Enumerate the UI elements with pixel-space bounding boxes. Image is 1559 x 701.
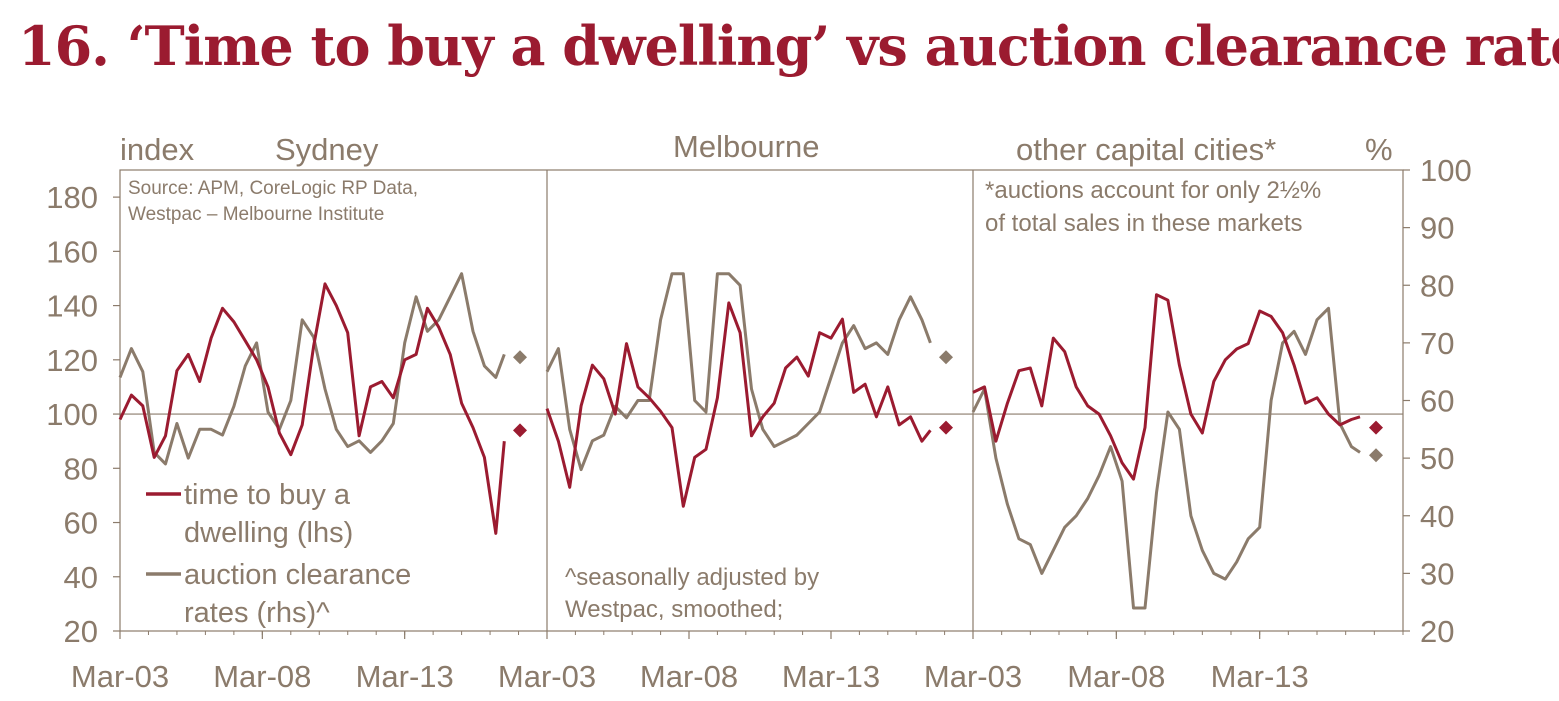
series-line-clearance [971, 306, 1361, 610]
left-tick-label: 160 [46, 234, 98, 269]
source-note-line1: Source: APM, CoreLogic RP Data, [128, 178, 418, 199]
left-tick-label: 180 [46, 180, 98, 215]
x-tick-label: Mar-08 [213, 659, 311, 694]
legend-clearance-label-1: auction clearance [184, 559, 411, 591]
left-tick-label: 20 [64, 614, 98, 649]
right-tick-label: 90 [1420, 211, 1454, 246]
chart-title: 16. ‘Time to buy a dwelling’ vs auction … [18, 14, 1559, 78]
right-tick-label: 70 [1420, 326, 1454, 361]
left-tick-label: 80 [64, 451, 98, 486]
left-tick-label: 140 [46, 289, 98, 324]
left-tick-label: 120 [46, 343, 98, 378]
x-tick-label: Mar-13 [356, 659, 454, 694]
series-line-time-to-buy [118, 282, 506, 535]
latest-clearance-marker [513, 350, 527, 365]
legend-time-label-2: dwelling (lhs) [184, 517, 353, 549]
series-line-time-to-buy [545, 301, 932, 508]
left-tick-label: 60 [64, 506, 98, 541]
melbourne-note-line2: Westpac, smoothed; [565, 596, 783, 623]
right-tick-label: 50 [1420, 441, 1454, 476]
other-note-line1: *auctions account for only 2½% [985, 177, 1321, 204]
melbourne-note-line1: ^seasonally adjusted by [565, 564, 819, 591]
left-tick-label: 100 [46, 397, 98, 432]
right-tick-label: 30 [1420, 556, 1454, 591]
series-line-clearance [545, 272, 932, 472]
x-tick-label: Mar-08 [640, 659, 738, 694]
legend-clearance-label-2: rates (rhs)^ [184, 597, 330, 629]
right-axis-label: % [1365, 132, 1393, 167]
left-axis-label: index [120, 132, 195, 167]
panel-title-melbourne: Melbourne [673, 129, 819, 164]
x-tick-label: Mar-13 [782, 659, 880, 694]
right-tick-label: 20 [1420, 614, 1454, 649]
left-tick-label: 40 [64, 560, 98, 595]
x-tick-label: Mar-03 [498, 659, 596, 694]
source-note-line2: Westpac – Melbourne Institute [128, 204, 384, 225]
latest-clearance-marker [1369, 448, 1383, 463]
x-tick-label: Mar-13 [1211, 659, 1309, 694]
right-tick-label: 40 [1420, 499, 1454, 534]
series-line-time-to-buy [972, 293, 1361, 481]
panel-title-other: other capital cities* [1016, 132, 1276, 167]
x-tick-label: Mar-08 [1067, 659, 1165, 694]
panel-title-sydney: Sydney [275, 132, 379, 167]
legend-time-label-1: time to buy a [184, 479, 351, 511]
latest-time-to-buy-marker [513, 423, 527, 438]
x-tick-label: Mar-03 [924, 659, 1022, 694]
latest-time-to-buy-marker [939, 420, 953, 435]
x-tick-label: Mar-03 [71, 659, 169, 694]
latest-clearance-marker [939, 350, 953, 365]
latest-time-to-buy-marker [1369, 420, 1383, 435]
right-tick-label: 60 [1420, 384, 1454, 419]
right-tick-label: 100 [1420, 153, 1472, 188]
right-tick-label: 80 [1420, 268, 1454, 303]
other-note-line2: of total sales in these markets [985, 210, 1302, 237]
series-line-clearance [118, 272, 506, 466]
